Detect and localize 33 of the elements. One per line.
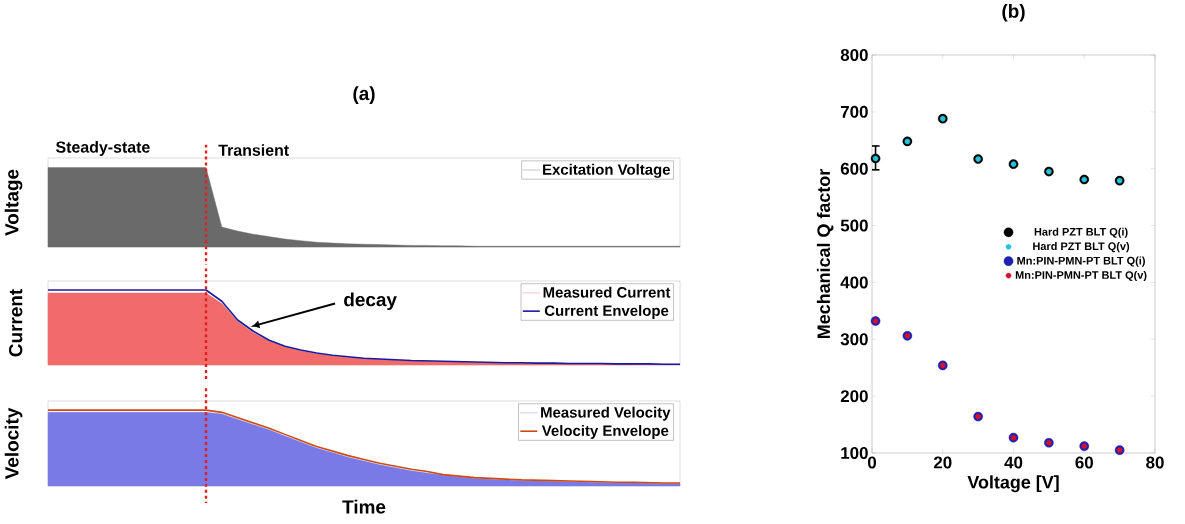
y-tick-label: 800: [840, 48, 868, 61]
y-axis-title: Mechanical Q factor: [816, 169, 834, 338]
legend-label: Mn:PIN-PMN-PT BLT Q(v): [1015, 270, 1147, 282]
legend-label: Current Envelope: [544, 304, 669, 319]
y-tick-label: 300: [840, 333, 868, 346]
legend-label: Hard PZT BLT Q(v): [1033, 242, 1130, 253]
y-tick-label: 600: [840, 162, 868, 175]
text: Transient: [218, 144, 289, 156]
x-tick-label: 80: [1146, 456, 1164, 469]
text: Steady-state: [55, 141, 150, 156]
legend-label: Velocity Envelope: [541, 425, 669, 439]
x-tick-label: 40: [1004, 456, 1023, 469]
y-axis-title: Velocity: [4, 407, 23, 480]
y-tick-label: 100: [841, 446, 868, 459]
legend-label: Measured Current: [543, 286, 671, 298]
annotation: decay: [344, 292, 397, 311]
y-tick-label: 700: [840, 105, 868, 118]
y-axis-title: Voltage: [4, 169, 23, 236]
y-tick-label: 500: [840, 219, 868, 232]
legend-label: Measured Velocity: [541, 406, 671, 421]
x-axis-title: Time: [342, 499, 386, 514]
legend-label: Hard PZT BLT Q(i): [1034, 227, 1128, 238]
x-tick-label: 60: [1075, 456, 1093, 469]
x-tick-label: 0: [867, 456, 877, 469]
chart-title: (b): [1002, 3, 1025, 22]
legend-label: Mn:PIN-PMN-PT BLT Q(i): [1017, 256, 1145, 267]
y-axis-title: Current: [8, 289, 23, 357]
legend-label: Excitation Voltage: [543, 163, 670, 178]
x-tick-label: 20: [933, 456, 952, 469]
x-axis-title: Voltage [V]: [967, 475, 1059, 493]
y-tick-label: 400: [840, 276, 868, 289]
chart-title: (a): [353, 86, 375, 104]
y-tick-label: 200: [840, 390, 868, 403]
